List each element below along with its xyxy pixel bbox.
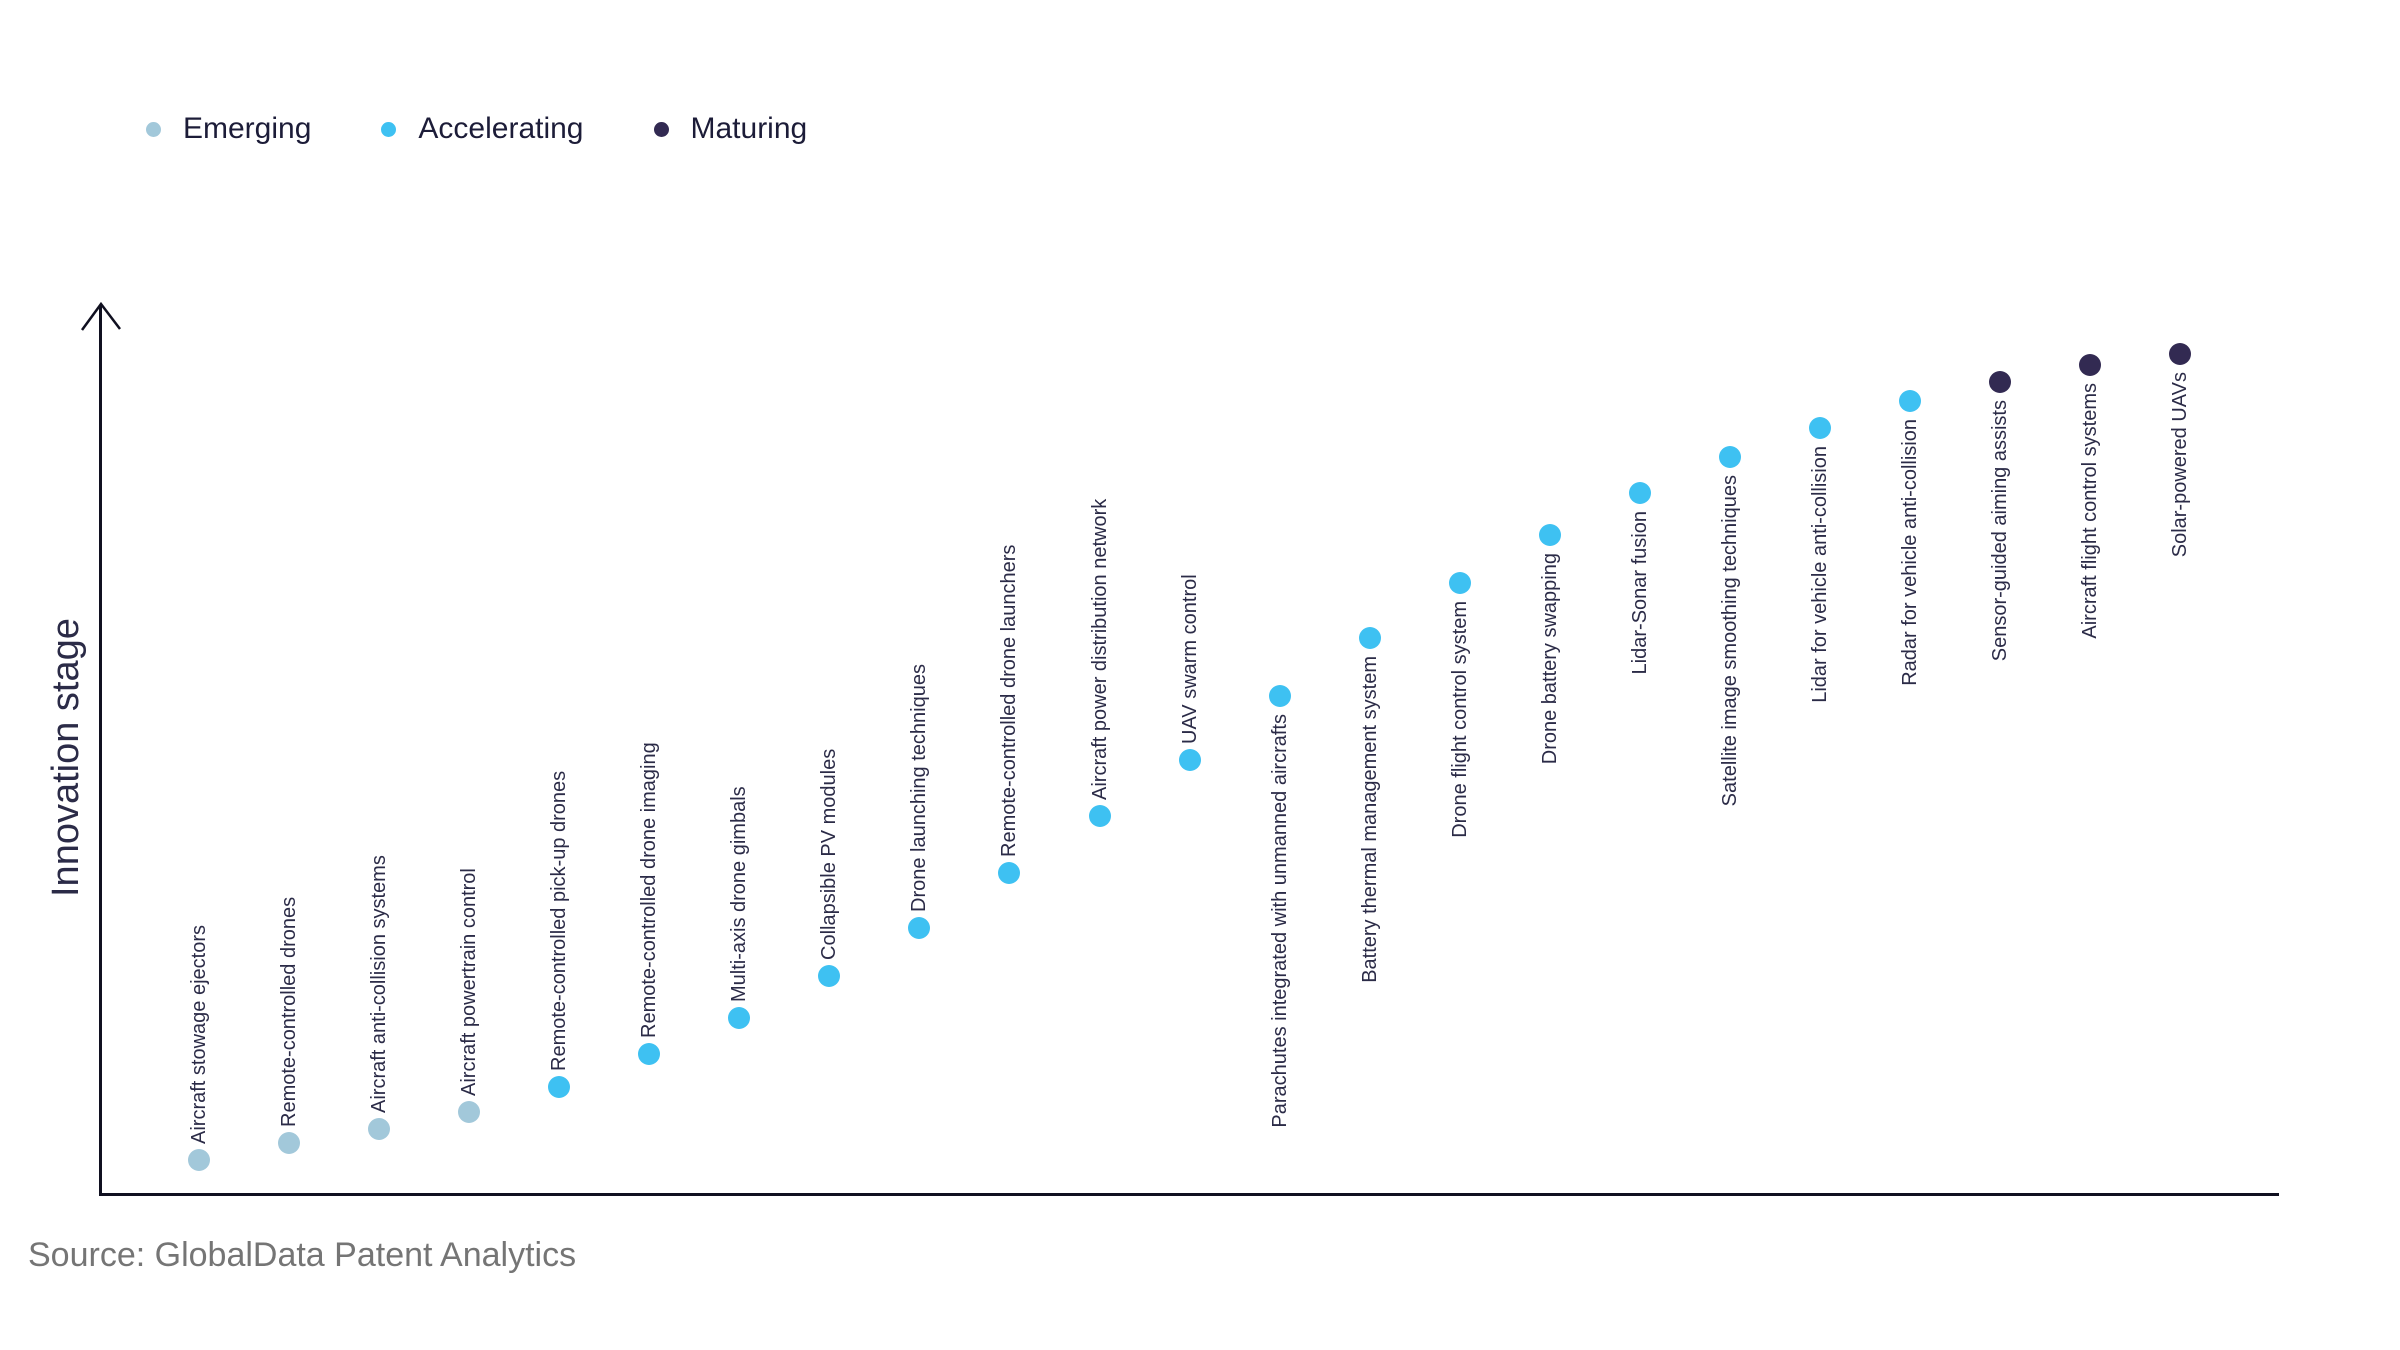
data-point-label: Lidar for vehicle anti-collision bbox=[1808, 445, 1831, 703]
legend-item-maturing: Maturing bbox=[653, 112, 808, 146]
data-point-label: Battery thermal management system bbox=[1358, 656, 1381, 984]
data-point bbox=[1448, 571, 1471, 594]
source-note: Source: GlobalData Patent Analytics bbox=[28, 1236, 577, 1274]
data-point-label: Radar for vehicle anti-collision bbox=[1898, 419, 1921, 687]
data-point-label: Remote-controlled drone launchers bbox=[998, 544, 1021, 857]
legend-label: Emerging bbox=[183, 112, 312, 145]
data-point bbox=[2169, 343, 2192, 365]
data-point bbox=[368, 1118, 391, 1141]
data-point-label: Parachutes integrated with unmanned airc… bbox=[1268, 714, 1291, 1128]
data-point-label: Remote-controlled pick-up drones bbox=[548, 771, 571, 1072]
legend-dot-emerging bbox=[146, 121, 161, 137]
data-point-label: Drone flight control system bbox=[1448, 600, 1471, 838]
data-point-label: UAV swarm control bbox=[1178, 574, 1201, 745]
data-point bbox=[638, 1043, 661, 1066]
legend-item-emerging: Emerging bbox=[146, 112, 311, 146]
legend: Emerging Accelerating Maturing bbox=[146, 112, 807, 146]
data-point bbox=[728, 1006, 751, 1029]
data-point-label: Solar-powered UAVs bbox=[2169, 372, 2192, 558]
data-point-label: Aircraft anti-collision systems bbox=[368, 855, 391, 1114]
data-point-label: Multi-axis drone gimbals bbox=[728, 786, 751, 1002]
y-axis-line bbox=[99, 305, 102, 1196]
arrow-up-icon bbox=[80, 301, 121, 331]
data-point bbox=[1989, 370, 2011, 393]
y-axis-label: Innovation stage bbox=[45, 618, 87, 897]
data-point bbox=[1358, 627, 1381, 650]
data-point-label: Drone battery swapping bbox=[1538, 552, 1561, 765]
data-point bbox=[998, 861, 1021, 884]
legend-label: Accelerating bbox=[418, 112, 584, 145]
data-point bbox=[1088, 804, 1111, 827]
data-point bbox=[1178, 749, 1201, 772]
legend-dot-accelerating bbox=[381, 121, 397, 137]
legend-item-accelerating: Accelerating bbox=[381, 112, 584, 146]
data-point-label: Drone launching techniques bbox=[908, 663, 931, 912]
data-point bbox=[548, 1076, 571, 1099]
data-point-label: Aircraft stowage ejectors bbox=[188, 925, 210, 1145]
data-point-label: Aircraft flight control systems bbox=[2079, 382, 2102, 639]
data-point bbox=[1538, 523, 1561, 546]
data-point-label: Sensor-guided aiming assists bbox=[1989, 399, 2011, 661]
data-point-label: Lidar-Sonar fusion bbox=[1628, 511, 1651, 675]
x-axis-line bbox=[99, 1193, 2279, 1196]
data-point-label: Aircraft powertrain control bbox=[458, 868, 481, 1097]
data-point bbox=[1628, 482, 1651, 504]
data-point-label: Aircraft power distribution network bbox=[1088, 498, 1111, 800]
data-point bbox=[1718, 446, 1741, 469]
data-point bbox=[2079, 353, 2102, 376]
data-point bbox=[188, 1149, 210, 1172]
data-point bbox=[818, 964, 841, 987]
data-point bbox=[1268, 685, 1291, 708]
data-point bbox=[1898, 390, 1921, 413]
data-point-label: Remote-controlled drone imaging bbox=[638, 742, 661, 1039]
data-point-label: Collapsible PV modules bbox=[818, 748, 841, 960]
legend-label: Maturing bbox=[690, 112, 808, 145]
data-point bbox=[458, 1101, 481, 1124]
data-point-label: Satellite image smoothing techniques bbox=[1718, 475, 1741, 807]
data-point bbox=[278, 1131, 301, 1154]
data-point-label: Remote-controlled drones bbox=[278, 896, 301, 1127]
legend-dot-maturing bbox=[653, 121, 669, 137]
data-point bbox=[908, 916, 931, 939]
data-point bbox=[1808, 416, 1831, 439]
